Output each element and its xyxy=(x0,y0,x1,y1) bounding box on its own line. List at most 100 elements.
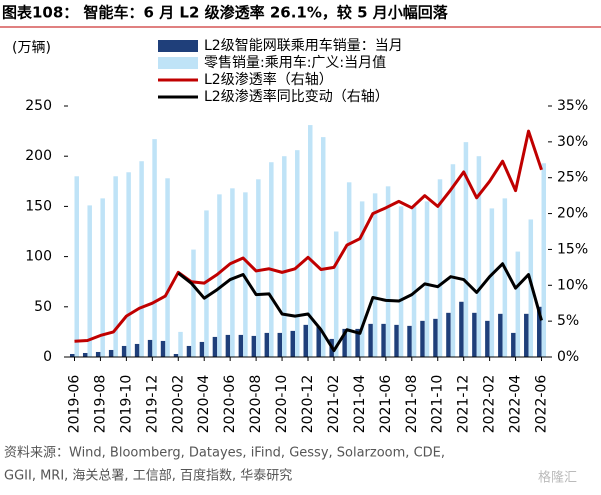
line-series xyxy=(177,262,543,353)
line-series xyxy=(74,129,543,343)
bar xyxy=(277,332,283,357)
bar xyxy=(113,176,118,357)
bar xyxy=(420,320,425,357)
source-line: GGII, MRI, 海关总署, 工信部, 百度指数, 华泰研究 xyxy=(4,468,292,484)
bar xyxy=(212,336,218,357)
bar xyxy=(511,332,516,357)
bar xyxy=(108,349,114,357)
bar xyxy=(541,163,547,357)
bar xyxy=(87,205,92,357)
bar xyxy=(485,320,490,357)
bar xyxy=(446,312,451,357)
bar xyxy=(316,326,321,357)
bar xyxy=(238,334,244,357)
y-tick-label: 200 xyxy=(25,148,52,164)
bar xyxy=(134,343,140,357)
bar xyxy=(139,161,144,357)
bar xyxy=(515,251,521,357)
bar xyxy=(95,351,101,357)
y-tick-label: 0 xyxy=(43,349,52,365)
bar xyxy=(368,323,373,357)
bar xyxy=(372,193,378,357)
bar xyxy=(264,332,270,357)
x-tick-label: 2021-08 xyxy=(404,375,420,434)
x-tick-label: 2019-10 xyxy=(118,375,134,434)
x-tick-label: 2020-02 xyxy=(170,375,186,434)
y2-tick-label: 0% xyxy=(557,349,579,365)
bar xyxy=(225,334,231,357)
bar xyxy=(424,201,430,357)
x-tick-label: 2020-08 xyxy=(248,375,264,434)
x-tick-label: 2020-12 xyxy=(300,375,316,434)
bar xyxy=(342,328,347,357)
bar xyxy=(472,312,477,357)
legend-label: L2级渗透率（右轴） xyxy=(204,71,333,88)
bar xyxy=(69,353,75,357)
bar xyxy=(160,340,166,357)
bar xyxy=(385,186,391,357)
bar xyxy=(463,142,469,357)
bar xyxy=(147,339,153,357)
y-axis-label: (万辆) xyxy=(12,40,51,56)
bar xyxy=(308,125,313,358)
bar xyxy=(269,162,274,357)
bar xyxy=(303,324,308,357)
bar xyxy=(256,179,261,357)
bar xyxy=(333,231,339,357)
x-tick-label: 2022-06 xyxy=(534,375,550,434)
y2-tick-label: 20% xyxy=(557,206,588,222)
x-tick-label: 2020-06 xyxy=(222,375,238,434)
legend-label: L2级渗透率同比变动（右轴） xyxy=(204,88,389,105)
bar xyxy=(398,206,404,357)
bar xyxy=(121,345,127,357)
x-tick-label: 2020-04 xyxy=(196,375,212,434)
legend-swatch xyxy=(158,57,198,69)
y-tick-label: 100 xyxy=(25,249,52,265)
y2-tick-label: 30% xyxy=(557,134,588,150)
bar xyxy=(204,210,209,357)
bar xyxy=(251,335,257,357)
bar xyxy=(173,353,179,357)
y2-tick-label: 15% xyxy=(557,241,588,257)
bar xyxy=(346,182,352,357)
bar xyxy=(320,137,326,357)
bar xyxy=(295,150,300,357)
bar xyxy=(411,206,417,357)
y2-tick-label: 25% xyxy=(557,170,588,186)
bar xyxy=(199,341,205,357)
bar xyxy=(498,313,503,357)
bar xyxy=(186,345,192,357)
bar xyxy=(165,178,170,357)
x-tick-label: 2019-08 xyxy=(92,375,108,434)
bar xyxy=(126,172,131,357)
bar xyxy=(359,201,365,357)
bar xyxy=(74,176,79,357)
bar xyxy=(407,325,412,357)
bar xyxy=(290,330,296,357)
x-tick-label: 2022-02 xyxy=(482,375,498,434)
bar xyxy=(489,208,495,357)
y-tick-label: 50 xyxy=(34,299,52,315)
bar xyxy=(502,198,508,357)
bar xyxy=(381,323,386,357)
x-tick-label: 2021-06 xyxy=(378,375,394,434)
bar xyxy=(243,192,248,357)
x-tick-label: 2021-04 xyxy=(352,375,368,434)
bar xyxy=(217,194,222,357)
bar xyxy=(230,188,235,357)
y2-tick-label: 5% xyxy=(557,313,579,329)
legend-label: 零售销量:乘用车:广义:当月值 xyxy=(204,54,386,71)
bar xyxy=(524,313,529,357)
bar xyxy=(394,324,399,357)
bar xyxy=(476,156,482,357)
bar xyxy=(537,306,542,357)
x-tick-label: 2021-12 xyxy=(456,375,472,434)
bar xyxy=(282,156,287,357)
legend-label: L2级智能网联乘用车销量：当月 xyxy=(204,37,403,54)
source-line: 资料来源：Wind, Bloomberg, Datayes, iFind, Ge… xyxy=(4,446,445,461)
x-tick-label: 2019-12 xyxy=(144,375,160,434)
bar xyxy=(178,331,183,357)
y-tick-label: 150 xyxy=(25,198,52,214)
bar xyxy=(152,139,157,357)
